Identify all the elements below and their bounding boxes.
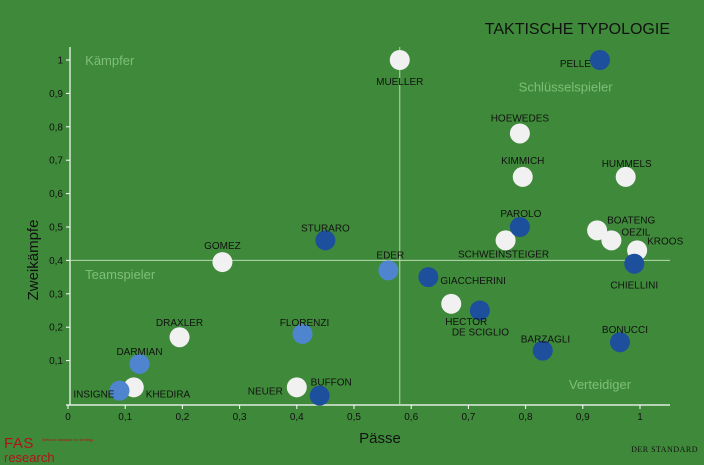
quadrant-label: Teamspieler — [85, 267, 156, 282]
point-gomez — [212, 252, 233, 273]
point-barzagli — [532, 340, 553, 361]
point-neuer — [286, 377, 307, 398]
quadrant-labels: Kämpfer Schlüsselspieler Teamspieler Vertei… — [85, 53, 632, 392]
point-label: DARMIAN — [116, 347, 162, 358]
quadrant-label: Schlüsselspieler — [519, 80, 614, 95]
y-tick-label: 0,6 — [49, 189, 63, 200]
logo-tagline: Network analysis for strategy — [42, 437, 94, 442]
y-tick-label: 0,9 — [49, 89, 63, 100]
point-label: BOATENG — [607, 215, 655, 226]
point-label: HUMMELS — [602, 159, 652, 170]
point-boateng — [587, 220, 608, 241]
point-bonucci — [609, 332, 630, 353]
point-label: STURARO — [301, 223, 350, 234]
point-label: KIMMICH — [501, 156, 544, 167]
y-axis-label: Zweikämpfe — [25, 220, 42, 301]
quadrant-label: Verteidiger — [569, 377, 632, 392]
y-tick-label: 0,1 — [49, 356, 63, 367]
point-mueller — [389, 50, 410, 70]
axes — [66, 47, 670, 406]
x-tick-label: 0,9 — [576, 412, 590, 423]
x-tick-label: 0,2 — [175, 412, 189, 423]
y-tick-label: 0,8 — [49, 122, 63, 133]
x-tick-labels: 0 0,1 0,2 0,3 0,4 0,5 0,6 0,7 0,8 0,9 1 — [65, 405, 643, 423]
y-tick-label: 0,2 — [49, 323, 63, 334]
point-labels: MUELLER HOEWEDES KIMMICH HUMMELS BOATENGOEZI… — [73, 59, 683, 401]
x-tick-label: 1 — [637, 412, 643, 423]
point-label: GOMEZ — [204, 241, 241, 252]
point-label: PAROLO — [500, 209, 541, 220]
point-label: DRAXLER — [156, 318, 203, 329]
point-insigne — [109, 380, 130, 401]
data-points — [109, 50, 648, 406]
quadrant-label: Kämpfer — [85, 53, 135, 68]
y-tick-label: 1 — [57, 56, 63, 67]
point-parolo — [509, 217, 530, 237]
x-tick-label: 0,6 — [404, 412, 418, 423]
point-label: HOEWEDES — [491, 113, 550, 124]
logo-fas-text: FAS — [4, 435, 34, 452]
x-tick-label: 0,8 — [519, 412, 533, 423]
y-tick-label: 0,3 — [49, 289, 63, 300]
x-tick-label: 0,1 — [118, 412, 132, 423]
point-hummels — [615, 166, 636, 187]
point-label: HECTOR — [445, 317, 487, 328]
point-buffon — [309, 385, 330, 406]
point-label: FLORENZI — [280, 318, 329, 329]
point-label: INSIGNE — [73, 390, 114, 401]
point-label: PELLE — [560, 59, 591, 70]
point-label: BUFFON — [311, 378, 352, 389]
point-label: EDER — [376, 250, 404, 261]
point-sturaro — [315, 230, 336, 251]
point-schweinsteiger — [495, 230, 516, 251]
point-label: NEUER — [248, 386, 283, 397]
x-tick-label: 0,3 — [233, 412, 247, 423]
point-label: BARZAGLI — [521, 335, 570, 346]
point-label: GIACCHERINI — [440, 276, 506, 287]
point-label: KROOS — [647, 236, 683, 247]
point-pelle — [589, 50, 610, 70]
point-florenzi — [292, 323, 313, 344]
point-kimmich — [512, 166, 533, 187]
x-tick-label: 0,4 — [290, 412, 304, 423]
point-label: DE SCIGLIO — [452, 328, 509, 339]
point-chiellini — [624, 253, 645, 274]
point-hoewedes — [509, 123, 530, 144]
point-oezil — [601, 230, 622, 251]
x-tick-label: 0,7 — [461, 412, 475, 423]
point-label: BONUCCI — [602, 325, 648, 336]
y-tick-label: 0,5 — [49, 223, 63, 234]
point-label: KHEDIRA — [146, 389, 191, 400]
logo-research-text: research — [4, 450, 55, 465]
point-hector — [441, 293, 462, 314]
x-tick-label: 0,5 — [347, 412, 361, 423]
y-tick-label: 0,7 — [49, 156, 63, 167]
y-tick-labels: 0,1 0,2 0,3 0,4 0,5 0,6 0,7 0,8 0,9 1 — [49, 56, 70, 367]
point-giaccherini — [418, 267, 439, 288]
chart-title: TAKTISCHE TYPOLOGIE — [485, 21, 670, 38]
point-draxler — [169, 327, 190, 348]
publisher-credit: DER STANDARD — [631, 445, 698, 454]
point-label: OEZIL — [621, 227, 650, 238]
point-de-sciglio — [469, 300, 490, 321]
point-label: SCHWEINSTEIGER — [458, 249, 549, 260]
x-tick-label: 0 — [65, 412, 71, 423]
x-axis-label: Pässe — [359, 430, 401, 447]
y-tick-label: 0,4 — [49, 256, 63, 267]
point-eder — [378, 260, 399, 281]
point-label: CHIELLINI — [610, 281, 658, 292]
point-darmian — [129, 353, 150, 374]
point-label: MUELLER — [376, 77, 423, 88]
